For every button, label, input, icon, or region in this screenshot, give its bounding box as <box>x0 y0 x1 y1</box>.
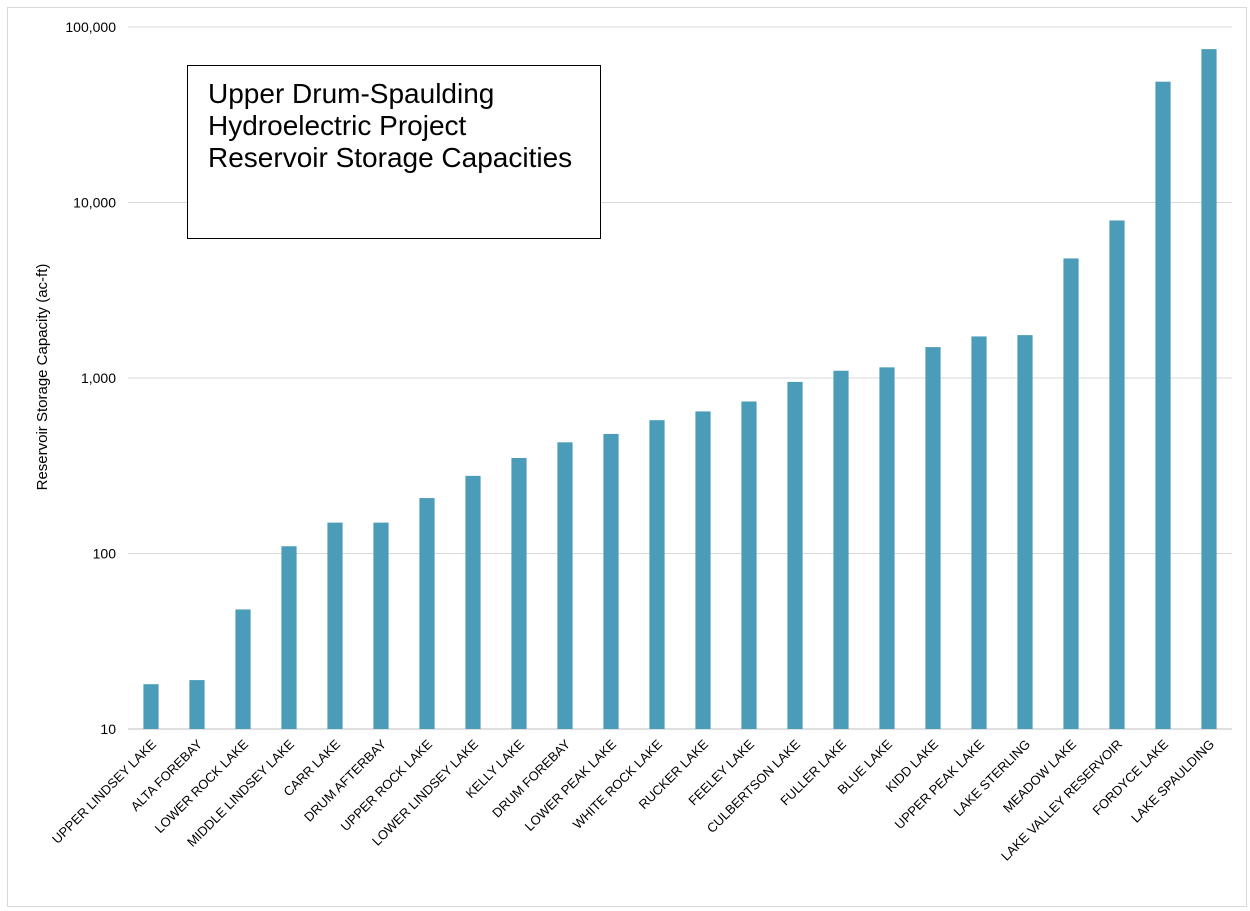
x-category-label: DRUM AFTERBAY <box>301 736 389 824</box>
y-tick-label: 10,000 <box>73 195 116 211</box>
bars <box>143 49 1217 730</box>
y-axis-title: Reservoir Storage Capacity (ac-ft) <box>34 264 51 491</box>
y-tick-label: 100 <box>93 546 117 562</box>
bar <box>879 367 895 729</box>
bar <box>373 522 389 729</box>
bar <box>189 680 205 729</box>
x-category-label: LAKE SPAULDING <box>1128 737 1217 826</box>
x-category-label: UPPER PEAK LAKE <box>892 736 988 832</box>
bar <box>833 370 849 729</box>
bar <box>465 475 481 729</box>
bar <box>327 522 343 729</box>
bar <box>419 498 435 729</box>
bar <box>695 411 711 729</box>
bar <box>1063 258 1079 729</box>
bar <box>603 433 619 729</box>
bar <box>143 684 159 729</box>
bar <box>235 609 251 729</box>
y-tick-label: 10 <box>100 721 116 737</box>
y-axis-ticks: 10 100 1,000 10,000 100,000 <box>65 19 116 737</box>
x-category-label: WHITE ROCK LAKE <box>570 736 666 832</box>
bar <box>741 401 757 729</box>
chart-title: Upper Drum-Spaulding Hydroelectric Proje… <box>208 78 573 173</box>
bar <box>649 420 665 729</box>
bar <box>1017 335 1033 729</box>
bar <box>1155 81 1171 730</box>
bar <box>281 546 297 729</box>
bar <box>971 336 987 729</box>
bar <box>925 347 941 729</box>
bar <box>557 442 573 729</box>
bar <box>1201 49 1217 730</box>
bar <box>511 458 527 729</box>
bar <box>787 381 803 729</box>
x-category-label: DRUM FOREBAY <box>489 736 573 820</box>
y-tick-label: 1,000 <box>81 370 116 386</box>
chart-frame <box>7 7 1247 907</box>
bar <box>1109 220 1125 730</box>
y-tick-label: 100,000 <box>65 19 116 35</box>
chart-title-box: Upper Drum-Spaulding Hydroelectric Proje… <box>187 65 601 239</box>
